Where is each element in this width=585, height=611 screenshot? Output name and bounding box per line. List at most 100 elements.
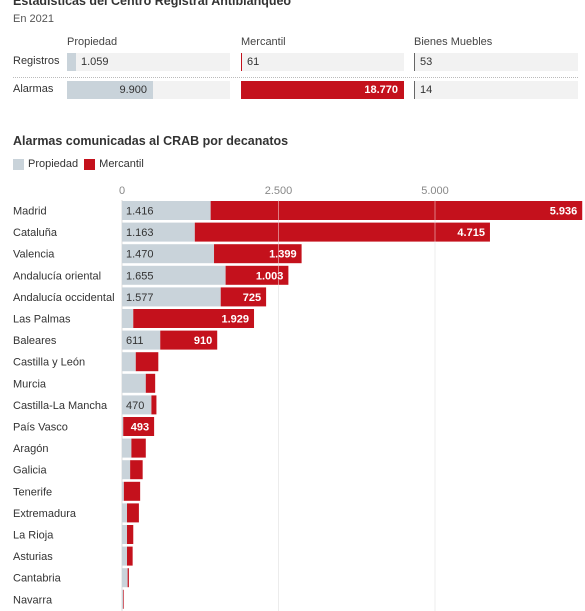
- category-label: País Vasco: [13, 422, 68, 434]
- cell-value: 9.900: [119, 84, 147, 96]
- grid-lines-overlay: [278, 200, 436, 611]
- bar-propiedad: [122, 330, 161, 350]
- bar-mercantil: [127, 525, 134, 544]
- x-tick-label: 5.000: [421, 185, 449, 197]
- data-label-mercantil: 1.003: [256, 270, 284, 282]
- data-label-mercantil: 493: [131, 422, 149, 434]
- x-tick-label: 0: [119, 185, 125, 197]
- cell-registros-mercantil: 61: [241, 53, 404, 71]
- cell-bar: [241, 81, 404, 99]
- bar-mercantil: [127, 503, 139, 523]
- bar-mercantil: [194, 222, 490, 242]
- cell-registros-bienes-muebles: 53: [414, 53, 578, 71]
- cell-alarmas-mercantil: 18.770: [241, 81, 404, 99]
- cell-bar: [67, 53, 76, 71]
- category-label: Tenerife: [13, 486, 52, 498]
- category-label: La Rioja: [13, 530, 54, 542]
- bar-mercantil: [123, 481, 141, 501]
- bar-mercantil: [127, 568, 129, 588]
- cell-value: 18.770: [364, 84, 398, 96]
- bar-mercantil: [123, 589, 124, 609]
- data-label-propiedad: 470: [126, 400, 144, 412]
- bar-propiedad: [122, 201, 211, 220]
- x-tick-label: 2.500: [265, 185, 293, 197]
- data-label-mercantil: 1.399: [269, 249, 297, 261]
- bar-propiedad: [122, 222, 195, 242]
- data-label-propiedad: 1.655: [126, 270, 154, 282]
- data-label-propiedad: 611: [126, 335, 144, 347]
- bar-propiedad: [122, 244, 215, 264]
- header-title: Estadísticas del Centro Registral Antibl…: [13, 0, 292, 8]
- labels: Madrid 1.416 5.936 Cataluña 1.163 4.715 Valenc…: [13, 206, 577, 607]
- row-label-registros: Registros: [13, 55, 60, 67]
- data-label-propiedad: 1.577: [126, 292, 154, 304]
- bar-mercantil: [133, 309, 255, 328]
- x-axis: 0 2.500 5.000: [119, 185, 449, 197]
- cell-value: 14: [420, 84, 433, 96]
- category-label: Galicia: [13, 465, 48, 477]
- bar-mercantil: [130, 460, 143, 480]
- category-label: Las Palmas: [13, 314, 71, 326]
- bar-propiedad: [122, 546, 128, 566]
- data-label-propiedad: 1.163: [126, 227, 154, 239]
- bar-chart: 0 2.500 5.000 Madrid 1.416 5.936 Cataluña 1.163…: [13, 185, 583, 611]
- bar-mercantil: [145, 373, 156, 393]
- data-label-mercantil: 1.929: [221, 314, 249, 326]
- bar-propiedad: [122, 481, 124, 501]
- bar-propiedad: [122, 589, 124, 609]
- bar-propiedad: [122, 352, 136, 372]
- data-label-mercantil: 4.715: [457, 227, 485, 239]
- chart-legend: Propiedad Mercantil: [13, 158, 150, 170]
- category-label: Extremadura: [13, 508, 77, 520]
- bar-propiedad: [122, 503, 128, 523]
- legend-item-propiedad: Propiedad: [13, 158, 78, 170]
- legend-item-mercantil: Mercantil: [84, 158, 144, 170]
- bars: [122, 201, 583, 609]
- legend-swatch-propiedad: [13, 158, 24, 170]
- bar-propiedad: [122, 309, 134, 328]
- column-header-propiedad: Propiedad: [67, 36, 118, 48]
- table-divider: [13, 77, 578, 78]
- cell-value: 61: [247, 56, 260, 68]
- legend-swatch-mercantil: [84, 158, 96, 170]
- bar-mercantil: [220, 287, 267, 307]
- category-label: Andalucía oriental: [13, 270, 101, 282]
- bar-propiedad: [122, 417, 124, 436]
- cell-bar: [241, 53, 242, 71]
- bar-mercantil: [135, 352, 159, 372]
- bar-propiedad: [122, 395, 152, 415]
- bar-mercantil: [225, 265, 289, 285]
- category-label: Baleares: [13, 335, 57, 347]
- data-label-propiedad: 1.470: [126, 249, 154, 261]
- cell-registros-propiedad: 1.059: [67, 53, 230, 71]
- cell-value: 1.059: [81, 56, 109, 68]
- bar-mercantil: [160, 330, 218, 350]
- data-label-mercantil: 910: [194, 335, 212, 347]
- category-label: Castilla-La Mancha: [13, 400, 108, 412]
- header-subtitle: En 2021: [13, 13, 54, 25]
- bar-mercantil: [127, 546, 133, 566]
- column-header-bienes-muebles: Bienes Muebles: [414, 36, 493, 48]
- bar-propiedad: [122, 373, 146, 393]
- cell-bar: [414, 53, 415, 71]
- category-label: Madrid: [13, 206, 47, 218]
- data-label-mercantil: 5.936: [550, 206, 578, 218]
- category-label: Murcia: [13, 378, 47, 390]
- category-label: Asturias: [13, 551, 53, 563]
- cell-alarmas-bienes-muebles: 14: [414, 81, 578, 99]
- cell-bar: [414, 81, 415, 99]
- row-label-alarmas: Alarmas: [13, 83, 54, 95]
- category-label: Castilla y León: [13, 357, 85, 369]
- cell-alarmas-propiedad: 9.900: [67, 81, 230, 99]
- data-label-propiedad: 1.416: [126, 206, 154, 218]
- data-label-mercantil: 725: [243, 292, 261, 304]
- chart-title: Alarmas comunicadas al CRAB por decanato…: [13, 134, 289, 148]
- category-label: Navarra: [13, 594, 53, 606]
- bar-propiedad: [122, 460, 131, 480]
- legend-label-propiedad: Propiedad: [28, 158, 79, 170]
- bar-mercantil: [214, 244, 302, 264]
- category-label: Valencia: [13, 249, 55, 261]
- bar-mercantil: [151, 395, 157, 415]
- summary-table: Propiedad Mercantil Bienes Muebles Regis…: [0, 34, 585, 104]
- category-label: Aragón: [13, 443, 48, 455]
